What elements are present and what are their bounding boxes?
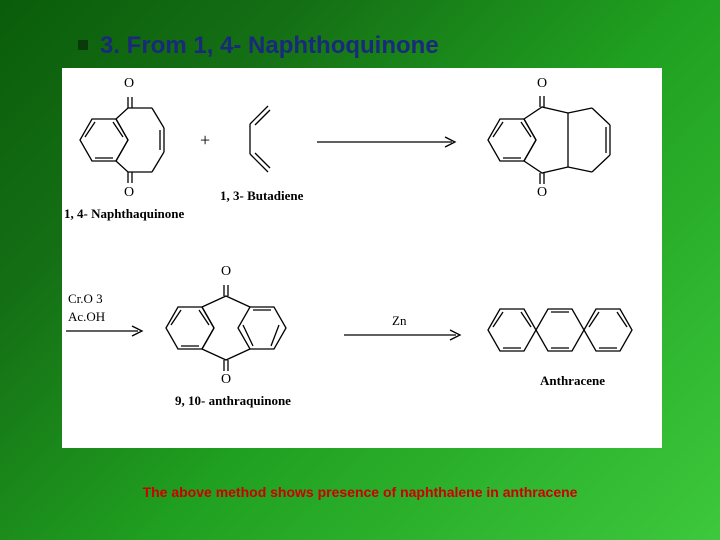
anthracene-structure bbox=[480, 293, 645, 368]
zn-label: Zn bbox=[392, 313, 406, 329]
arrow-icon bbox=[66, 324, 148, 338]
o-label: O bbox=[537, 76, 547, 92]
arrow-icon bbox=[317, 134, 462, 150]
anthraquinone-structure bbox=[158, 268, 318, 388]
acoh-label: Ac.OH bbox=[68, 309, 105, 325]
reaction-diagram: O O 1, 4- Naphthaquinone + 1, 3- Butadie… bbox=[62, 68, 662, 448]
footer-text: The above method shows presence of napht… bbox=[143, 484, 578, 500]
o-label: O bbox=[124, 185, 134, 201]
cro3-label: Cr.O 3 bbox=[68, 291, 103, 307]
arrow-icon bbox=[344, 328, 466, 342]
naphthaquinone-structure bbox=[70, 83, 170, 198]
adduct-structure bbox=[480, 83, 630, 198]
o-label: O bbox=[221, 264, 231, 280]
anthraquinone-label: 9, 10- anthraquinone bbox=[175, 393, 291, 409]
naphthaquinone-label: 1, 4- Naphthaquinone bbox=[64, 206, 184, 222]
butadiene-label: 1, 3- Butadiene bbox=[220, 188, 303, 204]
o-label: O bbox=[537, 185, 547, 201]
slide-heading: 3. From 1, 4- Naphthoquinone bbox=[100, 32, 439, 60]
butadiene-structure bbox=[240, 98, 290, 183]
footer-note: The above method shows presence of napht… bbox=[0, 484, 720, 500]
o-label: O bbox=[124, 76, 134, 92]
o-label: O bbox=[221, 372, 231, 388]
bullet-square bbox=[78, 40, 88, 50]
anthracene-label: Anthracene bbox=[540, 373, 605, 389]
plus-symbol: + bbox=[200, 130, 210, 151]
